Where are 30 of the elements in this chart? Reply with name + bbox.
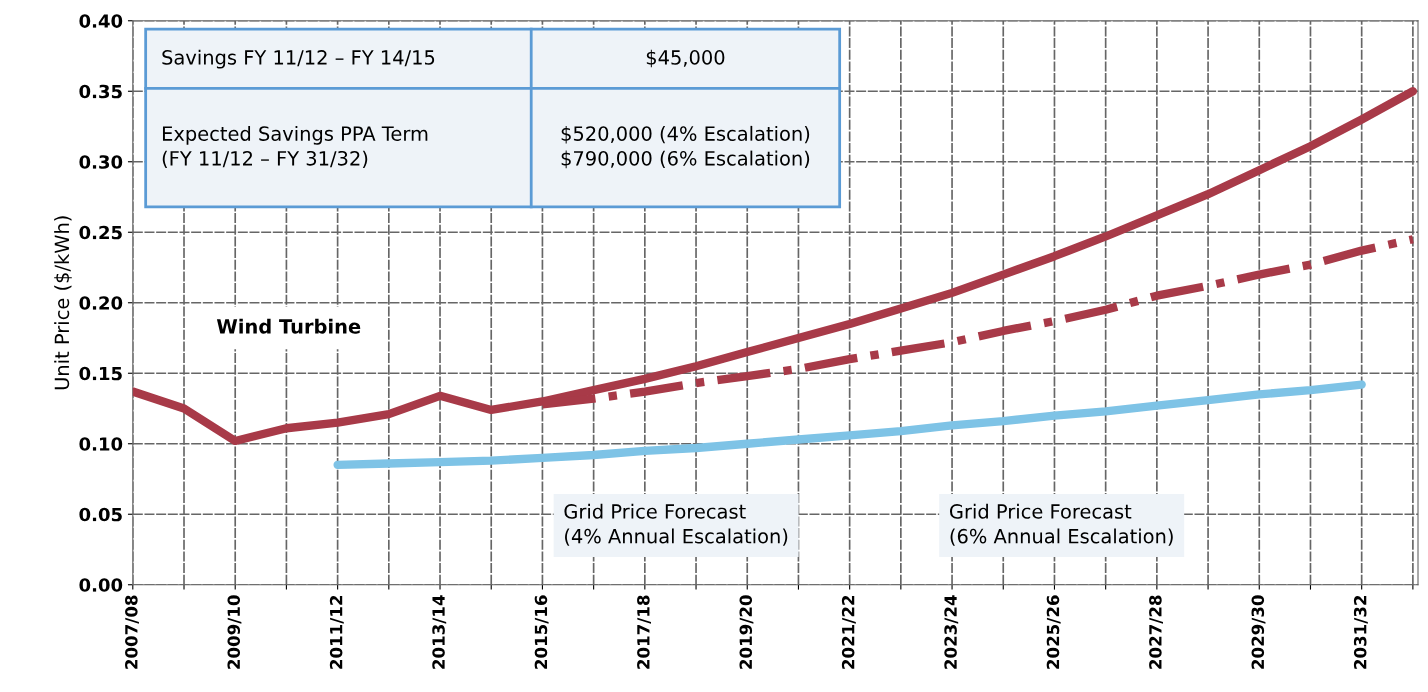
y-tick-label: 0.00 <box>79 578 123 592</box>
x-tick-label: 2027/28 <box>1149 595 1164 669</box>
annotation: Grid Price Forecast (4% Annual Escalation) <box>564 503 788 546</box>
x-tick-label: 2009/10 <box>227 595 242 669</box>
y-tick-label: 0.30 <box>79 155 123 169</box>
x-tick-label: 2013/14 <box>432 595 447 669</box>
y-tick-label: 0.15 <box>79 366 122 381</box>
annotation: Expected Savings PPA Term (FY 11/12 – FY 31/32) <box>162 125 428 168</box>
x-tick-label: 2011/12 <box>329 595 344 669</box>
y-tick-label: 0.25 <box>79 225 122 240</box>
x-tick-label: 2029/30 <box>1251 595 1266 669</box>
x-tick-label: 2017/18 <box>637 595 651 669</box>
y-tick-label: 0.40 <box>79 14 123 28</box>
y-tick-label: 0.35 <box>79 84 122 99</box>
x-tick-label: 2021/22 <box>841 595 856 669</box>
y-tick-label: 0.05 <box>79 507 122 522</box>
x-tick-label: 2007/08 <box>125 595 139 669</box>
annotation: Savings FY 11/12 – FY 14/15 <box>162 49 435 69</box>
y-tick-label: 0.20 <box>79 296 123 310</box>
annotation: Grid Price Forecast (6% Annual Escalation) <box>950 503 1173 546</box>
y-axis-title: Unit Price ($/kWh) <box>54 216 72 390</box>
annotation: $520,000 (4% Escalation) $790,000 (6% Escalation) <box>561 125 810 169</box>
x-tick-label: 2025/26 <box>1046 595 1061 669</box>
x-tick-label: 2023/24 <box>944 595 959 669</box>
annotation: $45,000 <box>646 49 725 68</box>
y-tick-label: 0.10 <box>79 437 123 451</box>
annotation: Wind Turbine <box>216 318 361 334</box>
x-tick-label: 2019/20 <box>739 595 754 669</box>
x-tick-label: 2031/32 <box>1353 595 1368 669</box>
x-tick-label: 2015/16 <box>534 595 549 669</box>
